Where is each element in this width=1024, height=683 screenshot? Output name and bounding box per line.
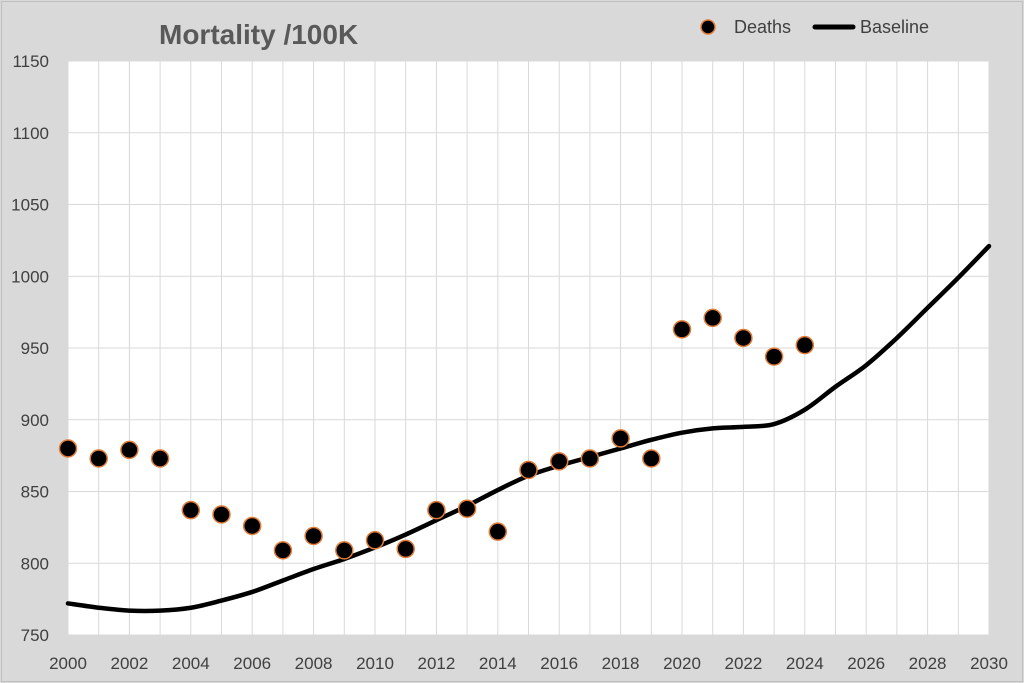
deaths-point <box>642 449 661 468</box>
deaths-point <box>549 452 569 471</box>
y-tick-label: 1100 <box>12 124 49 143</box>
y-tick-label: 900 <box>21 411 49 430</box>
y-tick-label: 1000 <box>11 267 49 286</box>
x-tick-label: 2006 <box>233 654 271 673</box>
deaths-point <box>580 449 600 468</box>
deaths-point <box>734 328 753 348</box>
y-tick-label: 850 <box>21 483 49 502</box>
deaths-point <box>150 449 170 468</box>
deaths-point <box>519 460 538 480</box>
x-tick-label: 2022 <box>724 654 762 673</box>
y-tick-label: 800 <box>21 554 49 573</box>
y-tick-label: 1050 <box>11 196 49 215</box>
legend-label-baseline: Baseline <box>860 17 929 37</box>
deaths-point <box>212 505 231 524</box>
x-tick-label: 2018 <box>602 654 640 673</box>
legend-label-deaths: Deaths <box>734 17 791 37</box>
x-tick-label: 2014 <box>479 654 517 673</box>
deaths-series <box>58 308 815 560</box>
y-tick-label: 1150 <box>12 52 49 71</box>
x-tick-label: 2008 <box>295 654 333 673</box>
y-tick-label: 750 <box>21 626 49 645</box>
legend-marker-deaths <box>700 19 716 35</box>
deaths-point <box>427 500 446 520</box>
deaths-point <box>304 526 323 546</box>
deaths-point <box>396 539 415 559</box>
x-tick-label: 2004 <box>172 654 210 673</box>
deaths-point <box>764 347 784 366</box>
deaths-point <box>58 439 78 458</box>
deaths-point <box>488 522 508 541</box>
deaths-point <box>611 429 630 448</box>
x-tick-label: 2000 <box>49 654 87 673</box>
deaths-point <box>795 335 815 355</box>
x-tick-label: 2016 <box>540 654 578 673</box>
deaths-point <box>672 320 692 339</box>
deaths-point <box>242 516 262 536</box>
y-tick-label: 950 <box>21 339 49 358</box>
x-tick-label: 2002 <box>110 654 148 673</box>
x-tick-label: 2024 <box>786 654 824 673</box>
deaths-point <box>457 499 477 518</box>
x-tick-label: 2020 <box>663 654 701 673</box>
deaths-point <box>703 308 722 328</box>
deaths-point <box>365 531 385 550</box>
deaths-point <box>335 541 354 560</box>
legend: Deaths Baseline <box>700 17 929 37</box>
deaths-point <box>181 500 201 520</box>
chart-title: Mortality /100K <box>159 19 358 50</box>
x-tick-label: 2026 <box>847 654 885 673</box>
deaths-point <box>89 449 108 468</box>
deaths-point <box>120 440 139 460</box>
x-tick-label: 2028 <box>909 654 947 673</box>
x-tick-label: 2010 <box>356 654 394 673</box>
x-tick-label: 2012 <box>417 654 455 673</box>
y-axis-ticks: 750 800 850 900 950 1000 1050 1100 1150 <box>11 52 49 645</box>
deaths-point <box>273 541 293 560</box>
x-tick-label: 2030 <box>970 654 1008 673</box>
x-axis-ticks: 2000 2002 2004 2006 2008 2010 2012 2014 2016 2018… <box>49 654 1008 673</box>
